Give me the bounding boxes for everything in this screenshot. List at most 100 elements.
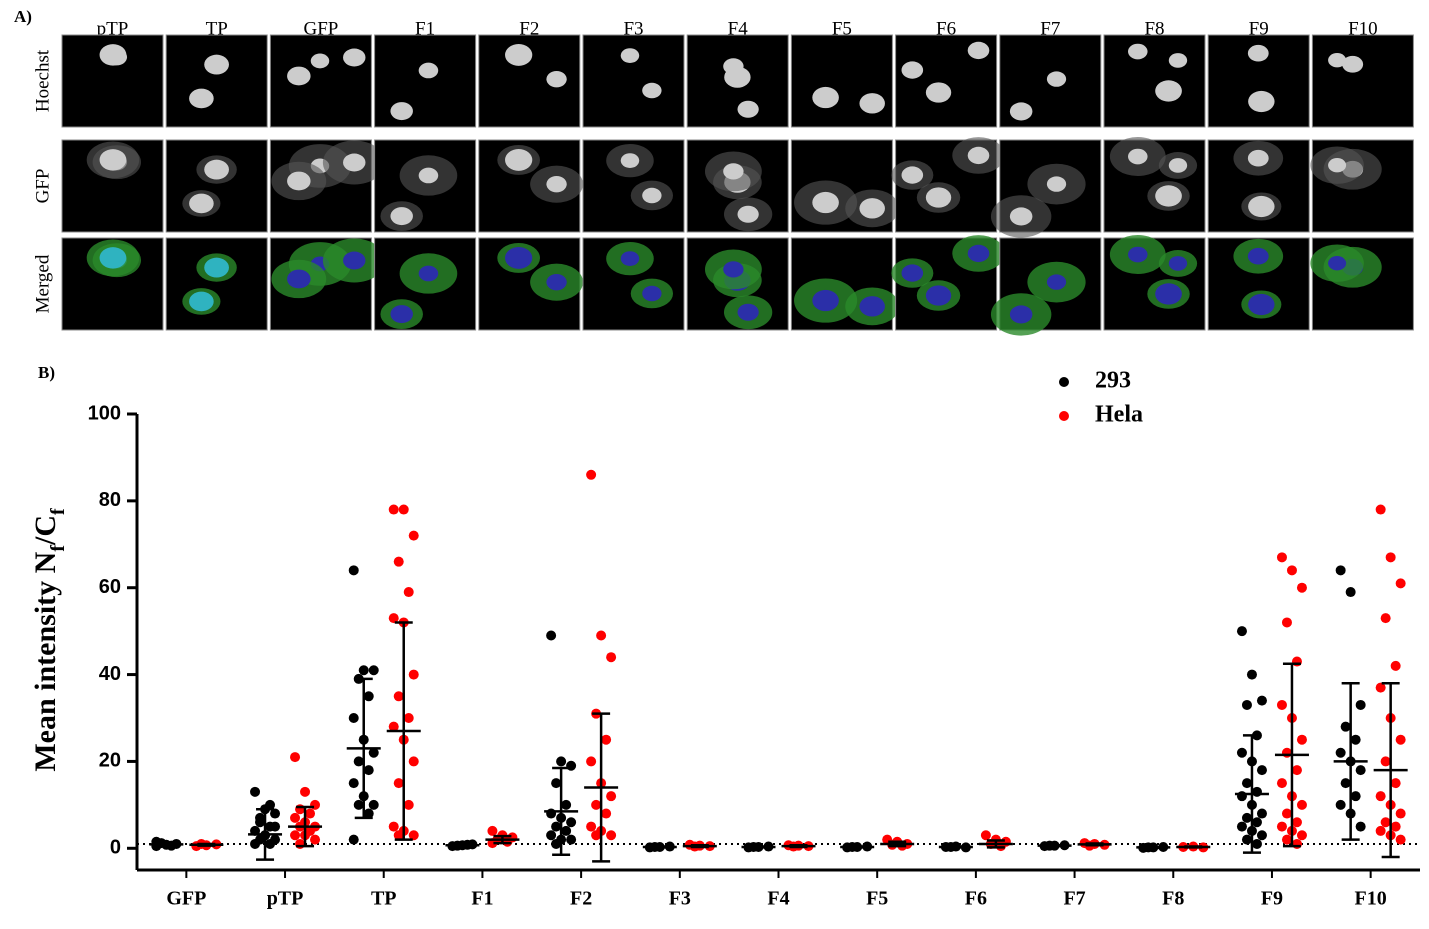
- data-point: [393, 556, 404, 567]
- nucleus: [901, 264, 924, 282]
- data-point: [1335, 747, 1346, 758]
- data-point: [403, 799, 414, 810]
- data-point: [265, 838, 276, 849]
- y-tick-label: 100: [88, 402, 121, 424]
- data-point: [1395, 578, 1406, 589]
- nucleus: [901, 61, 924, 79]
- data-point: [487, 825, 498, 836]
- nucleus: [204, 159, 229, 180]
- data-point: [1281, 617, 1292, 628]
- data-point: [348, 778, 359, 789]
- data-point: [1375, 791, 1386, 802]
- nucleus: [287, 171, 311, 191]
- nucleus: [505, 44, 533, 66]
- nucleus: [901, 166, 924, 184]
- data-point: [1236, 821, 1247, 832]
- data-point: [591, 830, 602, 841]
- data-point: [408, 756, 419, 767]
- y-label-part: /C: [29, 515, 62, 546]
- data-point: [1380, 756, 1391, 767]
- data-point: [1276, 552, 1287, 563]
- nucleus: [812, 289, 839, 312]
- data-point: [310, 799, 321, 810]
- data-point: [606, 652, 617, 663]
- data-point: [591, 799, 602, 810]
- data-point: [368, 799, 379, 810]
- data-point: [1395, 808, 1406, 819]
- nucleus: [546, 176, 567, 193]
- micrograph: [165, 34, 268, 128]
- data-point: [1335, 799, 1346, 810]
- data-point: [546, 630, 557, 641]
- data-point: [1281, 747, 1292, 758]
- data-point: [1256, 765, 1267, 776]
- nucleus: [99, 149, 127, 171]
- data-point: [255, 812, 266, 823]
- column-label: F6: [936, 18, 956, 39]
- x-tick-label: F7: [1063, 888, 1085, 910]
- nucleus: [1046, 71, 1067, 87]
- data-point: [1355, 765, 1366, 776]
- nucleus: [1128, 43, 1148, 60]
- nucleus: [1168, 158, 1188, 173]
- x-tick-label: F6: [965, 888, 987, 910]
- data-point: [363, 765, 374, 776]
- data-point: [250, 838, 261, 849]
- nucleus: [1248, 293, 1275, 316]
- data-point: [551, 821, 562, 832]
- column-label: F5: [832, 18, 852, 39]
- panel-label: A): [14, 7, 32, 26]
- data-point: [348, 834, 359, 845]
- data-point: [270, 821, 281, 832]
- nucleus: [390, 305, 413, 324]
- data-point: [1380, 613, 1391, 624]
- micrograph: [1311, 34, 1414, 128]
- data-point: [1296, 799, 1307, 810]
- data-point: [586, 469, 597, 480]
- column-label: pTP: [97, 18, 129, 39]
- data-point: [1395, 734, 1406, 745]
- data-point: [1236, 791, 1247, 802]
- data-point: [393, 691, 404, 702]
- column-label: F7: [1040, 18, 1060, 39]
- y-tick-label: 0: [110, 837, 121, 859]
- data-point: [290, 812, 301, 823]
- y-label-part: f: [47, 508, 69, 515]
- nucleus: [343, 48, 366, 67]
- x-tick-label: GFP: [166, 888, 206, 910]
- data-point: [1291, 765, 1302, 776]
- y-tick-label: 80: [99, 489, 121, 511]
- data-point: [586, 756, 597, 767]
- data-point: [551, 838, 562, 849]
- nucleus: [189, 88, 214, 109]
- x-tick-label: F5: [866, 888, 888, 910]
- data-point: [348, 713, 359, 723]
- x-tick-label: F10: [1355, 888, 1387, 910]
- data-point: [1291, 838, 1302, 849]
- data-point: [1241, 834, 1252, 845]
- micrograph: [374, 34, 477, 128]
- nucleus: [1328, 53, 1347, 68]
- data-point: [1296, 582, 1307, 593]
- data-point: [1296, 830, 1307, 841]
- data-point: [1251, 838, 1262, 849]
- nucleus: [1168, 53, 1188, 68]
- data-point: [1390, 778, 1401, 789]
- image-grid: pTP TP GFP F1 F2 F3 F4 F5 F6 F7 F8 F9 F10 Hoechst GFP M…: [32, 18, 1414, 336]
- data-point: [388, 721, 399, 732]
- data-point: [388, 504, 399, 515]
- nucleus: [1155, 283, 1182, 305]
- row-label: Hoechst: [32, 49, 53, 112]
- data-point: [980, 830, 991, 841]
- data-point: [358, 665, 369, 676]
- data-point: [1241, 778, 1252, 789]
- data-point: [398, 504, 409, 515]
- x-tick-label: pTP: [267, 888, 304, 910]
- nucleus: [859, 296, 885, 317]
- legend-marker: [1059, 377, 1069, 387]
- y-tick-label: 60: [99, 576, 121, 598]
- data-point: [1335, 565, 1346, 576]
- data-point: [1291, 817, 1302, 828]
- data-point: [393, 778, 404, 789]
- column-label: F3: [623, 18, 643, 39]
